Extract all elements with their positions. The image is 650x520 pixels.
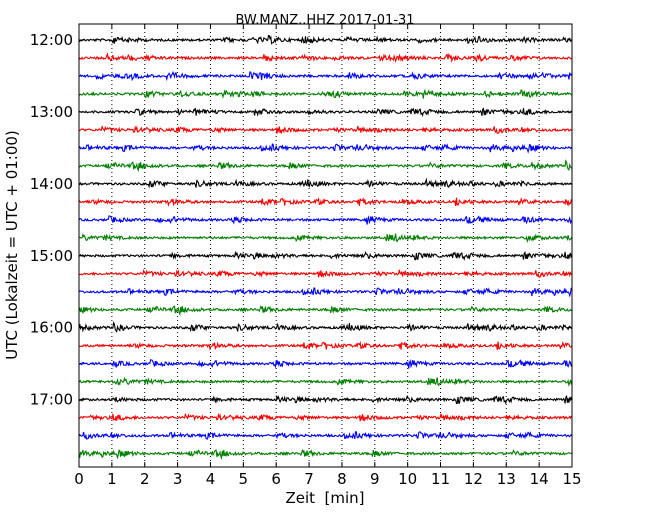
trace-1330 xyxy=(78,143,573,154)
chart-title: BW.MANZ..HHZ 2017-01-31 xyxy=(235,13,414,28)
trace-1715 xyxy=(78,412,573,423)
x-axis-label: Zeit [min] xyxy=(285,489,364,507)
trace-1200 xyxy=(78,34,573,45)
trace-1415 xyxy=(78,196,573,208)
x-tick-label: 3 xyxy=(173,470,183,488)
trace-1700 xyxy=(78,394,573,405)
y-axis-label: UTC (Lokalzeit = UTC + 01:00) xyxy=(3,130,21,360)
y-tick-label: 16:00 xyxy=(30,319,73,337)
trace-1630 xyxy=(78,359,573,369)
trace-1530 xyxy=(78,287,573,298)
trace-1545 xyxy=(78,305,573,317)
trace-1745 xyxy=(78,448,573,460)
trace-1615 xyxy=(78,340,573,351)
x-tick-label: 6 xyxy=(271,470,281,488)
y-axis: 12:00 13:00 14:00 15:00 16:00 17:00 xyxy=(30,31,572,409)
trace-1430 xyxy=(78,215,573,225)
x-axis: 0 1 2 3 4 5 6 7 8 9 10 11 12 13 14 15 xyxy=(74,24,582,488)
x-tick-label: 11 xyxy=(431,470,450,488)
x-tick-label: 8 xyxy=(337,470,347,488)
x-tick-label: 10 xyxy=(398,470,417,488)
x-tick-label: 12 xyxy=(464,470,483,488)
trace-1730 xyxy=(78,430,573,440)
x-tick-label: 14 xyxy=(530,470,549,488)
y-tick-label: 12:00 xyxy=(30,31,73,49)
trace-1230 xyxy=(78,70,573,82)
y-tick-label: 15:00 xyxy=(30,247,73,265)
trace-1215 xyxy=(78,52,573,63)
x-tick-label: 2 xyxy=(140,470,150,488)
trace-1515 xyxy=(78,268,573,279)
x-tick-label: 7 xyxy=(304,470,314,488)
x-tick-label: 4 xyxy=(206,470,216,488)
trace-1400 xyxy=(78,177,573,189)
y-tick-label: 14:00 xyxy=(30,175,73,193)
x-tick-label: 0 xyxy=(74,470,84,488)
x-tick-label: 1 xyxy=(107,470,117,488)
trace-1445 xyxy=(78,232,573,244)
trace-1645 xyxy=(78,376,573,387)
x-tick-label: 15 xyxy=(562,470,581,488)
y-tick-label: 17:00 xyxy=(30,391,73,409)
trace-1300 xyxy=(78,107,573,118)
trace-1345 xyxy=(78,159,573,173)
trace-1600 xyxy=(78,320,573,333)
trace-1245 xyxy=(78,88,573,99)
traces xyxy=(78,34,573,460)
plot-frame xyxy=(78,23,573,468)
y-tick-label: 13:00 xyxy=(30,103,73,121)
trace-1500 xyxy=(78,250,573,262)
x-tick-label: 5 xyxy=(239,470,249,488)
x-tick-label: 9 xyxy=(370,470,380,488)
trace-1315 xyxy=(78,125,573,135)
x-tick-label: 13 xyxy=(497,470,516,488)
